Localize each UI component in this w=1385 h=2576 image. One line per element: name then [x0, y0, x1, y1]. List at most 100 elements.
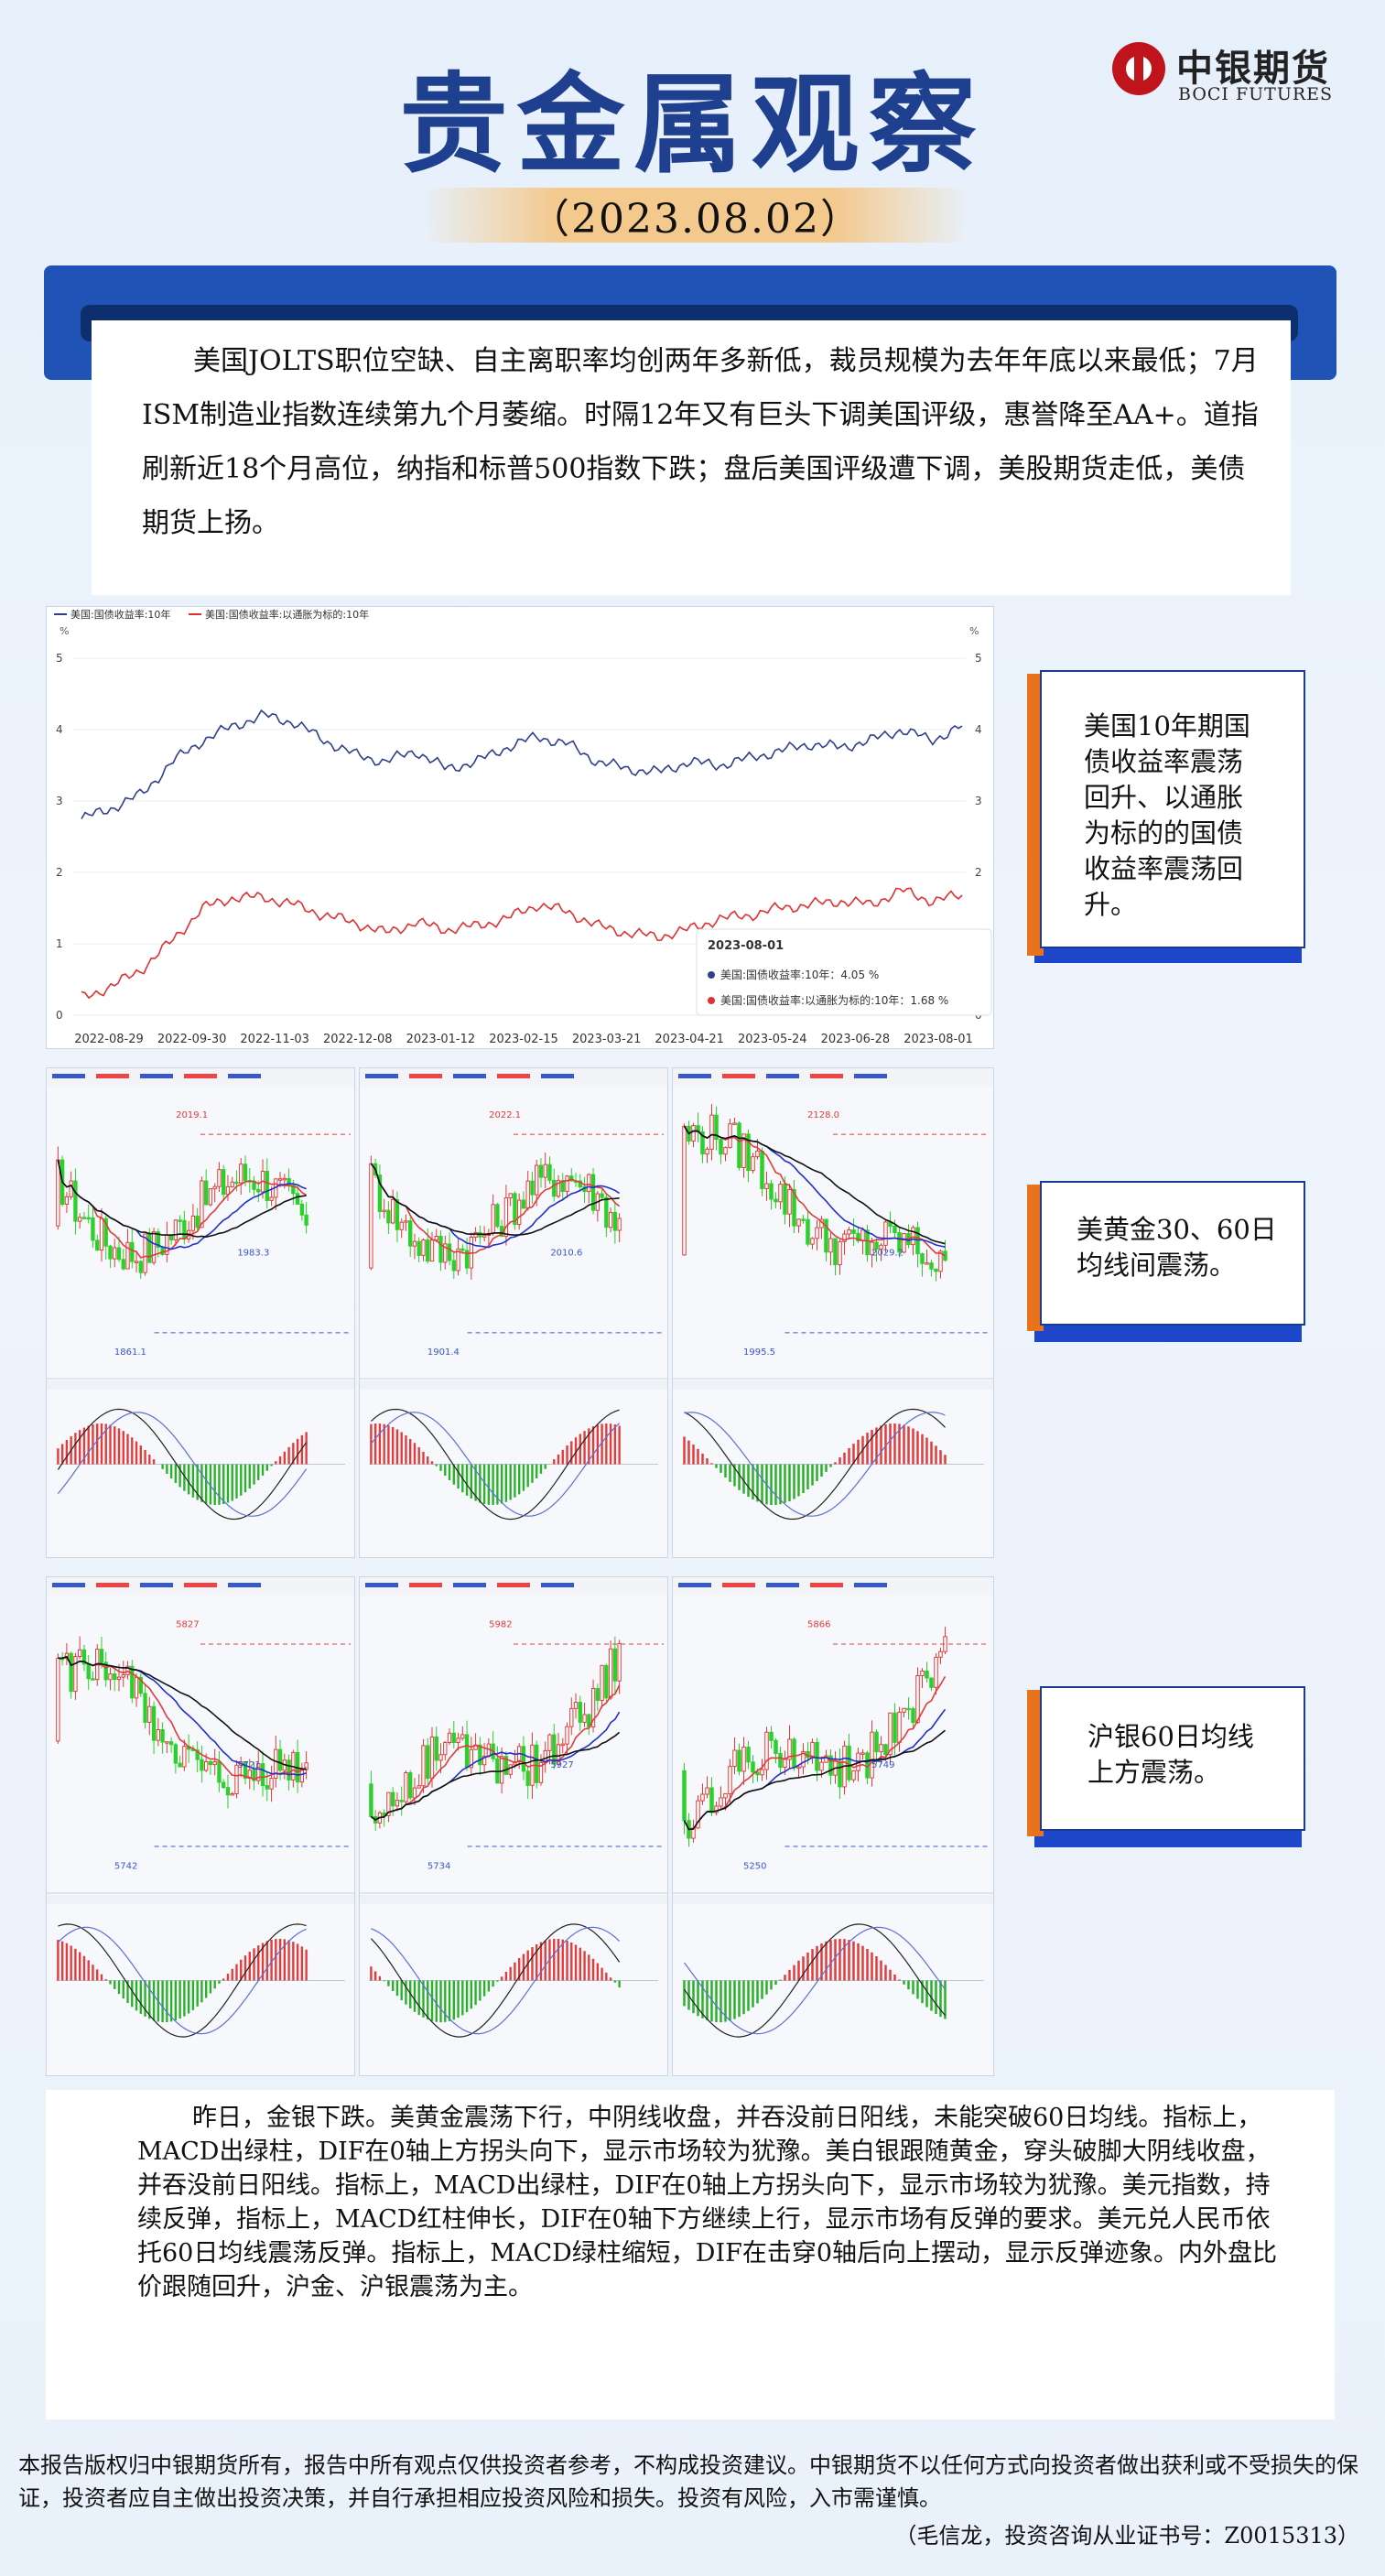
- candle-body: [709, 1114, 714, 1150]
- candle-body: [156, 1231, 160, 1249]
- candle-body: [828, 1755, 833, 1776]
- candle-body: [195, 1749, 200, 1760]
- low-label: 1861.1: [114, 1348, 146, 1358]
- candle-body: [178, 1762, 182, 1768]
- candle-body: [274, 1748, 278, 1780]
- plot-bg: [47, 1596, 354, 2075]
- candle-body: [412, 1787, 417, 1799]
- y-tick-left-1: 1: [56, 937, 63, 950]
- info-bar-mark: [722, 1074, 755, 1078]
- candle-body: [208, 1188, 213, 1206]
- info-bar-mark: [854, 1074, 887, 1078]
- info-bar-mark: [228, 1583, 261, 1587]
- candle-body: [134, 1261, 139, 1263]
- candle-body: [464, 1250, 470, 1269]
- candle-body: [769, 1731, 774, 1741]
- y-tick-right-3: 3: [975, 795, 982, 807]
- tooltip-row-1: 美国:国债收益率:10年：4.05 %: [720, 968, 879, 981]
- candle-body: [178, 1219, 182, 1222]
- candle-body: [69, 1652, 73, 1693]
- candle-body: [291, 1185, 296, 1195]
- candle-body: [552, 1179, 557, 1197]
- candle-body: [737, 1749, 741, 1772]
- x-tick-6: 2023-02-15: [489, 1033, 558, 1046]
- candle-body: [399, 1221, 404, 1230]
- ma-short-line: [370, 1163, 621, 1255]
- candle-body: [893, 1226, 897, 1234]
- candle-body: [269, 1778, 274, 1790]
- candle-body: [787, 1188, 792, 1215]
- candle-body: [56, 1159, 60, 1227]
- candle-body: [525, 1180, 530, 1209]
- silver-kline-svg-2: 5982 5734 5927: [360, 1577, 667, 2075]
- candle-body: [234, 1181, 239, 1185]
- y-tick-right-5: 5: [975, 652, 982, 665]
- candle-body: [81, 1217, 87, 1219]
- peak-label: 2128.0: [807, 1110, 839, 1120]
- macd-dif-line: [370, 1923, 621, 2038]
- candle-body: [243, 1761, 248, 1780]
- candle-body: [604, 1196, 609, 1228]
- info-bar-mark: [453, 1074, 486, 1078]
- y-tick-left-4: 4: [56, 723, 63, 736]
- candle-body: [612, 1648, 618, 1682]
- info-bar-mark: [140, 1583, 173, 1587]
- candle-body: [408, 1772, 413, 1799]
- boci-logo-icon: [1112, 42, 1165, 95]
- info-bar-mark: [854, 1583, 887, 1587]
- candle-body: [99, 1218, 104, 1251]
- candle-body: [774, 1198, 778, 1203]
- candle-body: [195, 1215, 200, 1228]
- candle-body: [732, 1749, 737, 1768]
- silver-kline-panel-1: 5827 5742 5721: [46, 1576, 355, 2076]
- candle-body: [200, 1180, 204, 1228]
- candle-body: [73, 1180, 78, 1222]
- candle-body: [897, 1711, 902, 1743]
- macd-dea-line: [370, 1412, 621, 1517]
- candle-body: [810, 1741, 815, 1759]
- peak-label: 2022.1: [489, 1110, 521, 1120]
- candle-body: [879, 1744, 883, 1753]
- y-tick-right-2: 2: [975, 866, 982, 879]
- candle-body: [535, 1744, 539, 1783]
- candle-body: [751, 1761, 755, 1773]
- candle-body: [696, 1800, 700, 1829]
- logo-en-text: BOCI FUTURES: [1178, 84, 1334, 104]
- candle-body: [299, 1203, 305, 1216]
- candle-body: [277, 1748, 283, 1771]
- candle-body: [915, 1227, 920, 1255]
- x-tick-5: 2023-01-12: [406, 1033, 476, 1046]
- candle-body: [395, 1800, 400, 1807]
- callout-3-tab: [1027, 1690, 1044, 1836]
- candle-body: [125, 1665, 130, 1675]
- plot-bg: [673, 1087, 993, 1557]
- candle-body: [819, 1761, 824, 1771]
- candle-body: [277, 1178, 283, 1181]
- candle-body: [151, 1705, 157, 1741]
- candle-body: [587, 1174, 591, 1193]
- macd-dif-line: [57, 1408, 308, 1521]
- candle-body: [138, 1676, 143, 1694]
- ma-long-line: [370, 1163, 620, 1237]
- candle-body: [906, 1707, 911, 1711]
- info-bar-mark: [722, 1583, 755, 1587]
- candle-body: [925, 1262, 929, 1265]
- candle-body: [386, 1791, 391, 1816]
- info-bar-mark: [766, 1583, 799, 1587]
- candle-body: [888, 1712, 893, 1756]
- candle-body: [806, 1218, 810, 1245]
- y-tick-right-4: 4: [975, 723, 982, 736]
- candle-body: [691, 1125, 696, 1142]
- callout-1-text: 美国10年期国债收益率震荡回升、以通胀为标的的国债收益率震荡回升。: [1084, 710, 1250, 920]
- macd-dif-line: [684, 1408, 946, 1521]
- info-bar-mark: [766, 1074, 799, 1078]
- candle-body: [732, 1122, 737, 1125]
- candle-body: [728, 1123, 732, 1149]
- candle-body: [547, 1164, 552, 1181]
- treasury-yield-svg: 美国:国债收益率:10年美国:国债收益率:以通胀为标的:10年%%0011223…: [54, 608, 992, 1046]
- candle-body: [182, 1219, 187, 1239]
- candle-body: [225, 1787, 231, 1796]
- mid-label: 5927: [550, 1760, 573, 1770]
- candle-body: [417, 1240, 421, 1256]
- candle-body: [108, 1245, 113, 1260]
